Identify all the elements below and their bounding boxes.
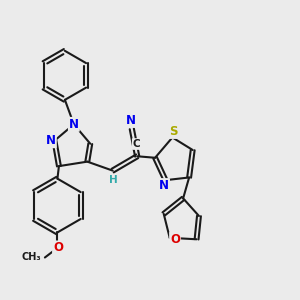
Text: CH₃: CH₃	[22, 253, 41, 262]
Text: C: C	[133, 139, 140, 149]
Text: O: O	[170, 233, 180, 246]
Text: O: O	[53, 242, 63, 254]
Text: N: N	[159, 179, 169, 192]
Text: S: S	[169, 125, 177, 138]
Text: N: N	[46, 134, 56, 147]
Text: H: H	[109, 175, 118, 185]
Text: N: N	[126, 114, 136, 127]
Text: N: N	[69, 118, 79, 131]
